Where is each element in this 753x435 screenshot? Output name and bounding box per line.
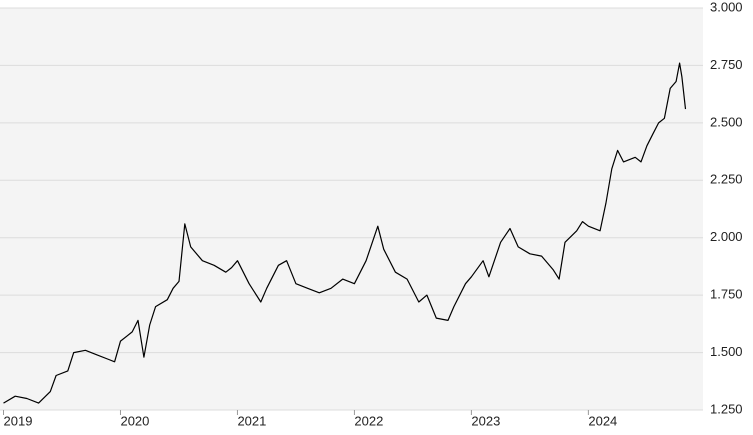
y-tick-label: 2.000 bbox=[710, 229, 743, 244]
y-tick-label: 2.500 bbox=[710, 114, 743, 129]
price-line bbox=[3, 62, 687, 404]
x-tick-label: 2023 bbox=[471, 413, 500, 428]
y-tick-label: 1.500 bbox=[710, 344, 743, 359]
plot-background bbox=[0, 8, 703, 410]
x-tick-label: 2019 bbox=[4, 413, 33, 428]
y-tick-label: 1.250 bbox=[710, 401, 743, 416]
x-tick-label: 2021 bbox=[237, 413, 266, 428]
x-tick-label: 2022 bbox=[354, 413, 383, 428]
y-tick-label: 1.750 bbox=[710, 287, 743, 302]
y-tick-label: 2.750 bbox=[710, 57, 743, 72]
y-tick-label: 3.000 bbox=[710, 0, 743, 14]
x-tick-label: 2020 bbox=[120, 413, 149, 428]
x-tick-label: 2024 bbox=[588, 413, 617, 428]
y-tick-label: 2.250 bbox=[710, 172, 743, 187]
